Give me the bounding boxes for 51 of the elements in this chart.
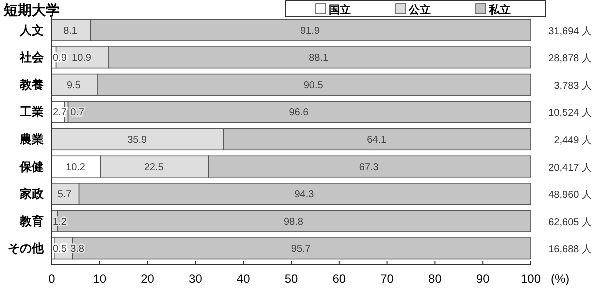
data-label: 98.8: [284, 216, 304, 228]
y-tick-label: 人文: [19, 23, 44, 38]
x-tick-label: 100: [520, 272, 542, 286]
data-label: 88.1: [309, 53, 330, 64]
x-tick-label: 0: [48, 272, 56, 286]
y-tick-label: 農業: [19, 132, 44, 146]
y-tick-label: 家政: [19, 187, 45, 202]
text: 28,878 人: [548, 54, 592, 65]
data-label: 22.5: [144, 162, 164, 174]
x-tick-label: 40: [236, 272, 251, 286]
data-label: 10.9: [72, 53, 92, 64]
legend-label: 私立: [488, 4, 511, 16]
y-tick-label: 工業: [19, 105, 44, 120]
data-label: 35.9: [128, 135, 148, 146]
x-axis-title: (%): [551, 272, 570, 286]
data-label: 5.7: [58, 190, 72, 201]
x-tick-label: 20: [141, 272, 155, 286]
text: 31,694 人: [548, 26, 592, 38]
text: 20,417 人: [548, 162, 592, 174]
data-label: 8.1: [64, 26, 78, 37]
data-label: 64.1: [367, 135, 387, 146]
text: 3,783 人: [554, 80, 592, 92]
y-tick-label: 保健: [19, 160, 44, 174]
data-label: 96.6: [289, 108, 310, 119]
data-label: 94.3: [294, 190, 315, 201]
text: 10,524 人: [548, 108, 592, 120]
x-tick-label: 60: [332, 272, 346, 286]
data-label: 95.7: [291, 244, 312, 256]
y-tick-label: 社会: [19, 50, 45, 65]
x-tick-label: 90: [476, 272, 490, 286]
y-tick-label: 教育: [19, 214, 44, 228]
x-tick-label: 80: [428, 272, 442, 286]
legend-label: 公立: [408, 4, 431, 16]
data-label: 90.5: [304, 80, 324, 92]
data-label: 9.5: [66, 80, 82, 92]
x-tick-label: 10: [93, 272, 107, 286]
data-label: 91.9: [300, 26, 320, 37]
chart-title: 短期大学: [3, 2, 60, 18]
text: 2,449 人: [554, 136, 592, 146]
x-tick-label: 30: [189, 272, 203, 286]
data-label: 0.7: [70, 108, 85, 119]
text: 16,688 人: [548, 244, 592, 256]
data-label: 10.2: [66, 162, 86, 174]
legend-label: 国立: [329, 4, 351, 16]
y-tick-label: 教養: [19, 78, 45, 92]
text: 48,960 人: [548, 190, 592, 202]
text: 62,605 人: [548, 217, 592, 228]
data-label: 67.3: [359, 162, 380, 174]
x-tick-label: 70: [380, 272, 394, 286]
x-tick-label: 50: [284, 272, 298, 286]
y-tick-label: その他: [8, 242, 45, 256]
